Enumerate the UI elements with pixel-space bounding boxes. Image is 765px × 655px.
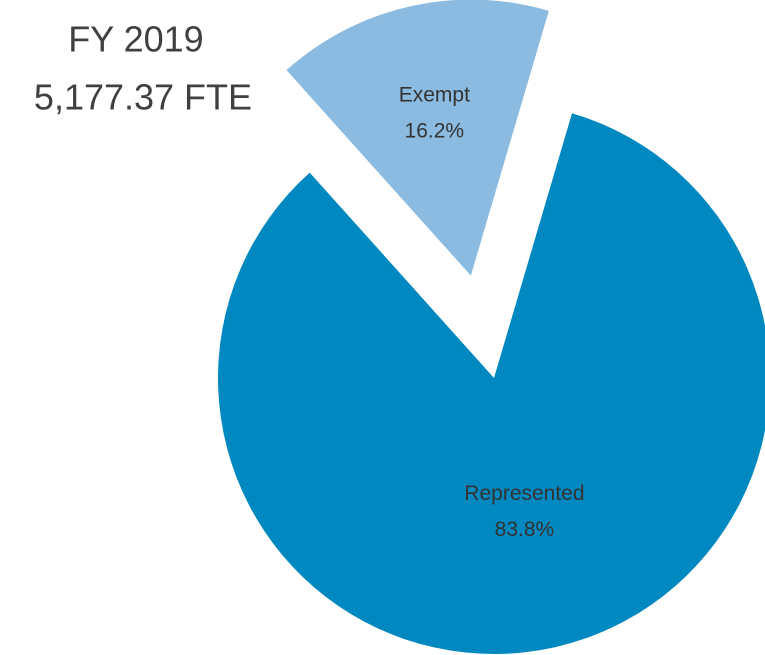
chart-subtitle: 5,177.37 FTE [34, 77, 252, 118]
slice-value: 16.2% [405, 120, 465, 143]
slice-label: Represented [464, 482, 584, 505]
slice-label: Exempt [399, 84, 470, 107]
pie-slice [286, 0, 549, 276]
chart-title: FY 2019 [68, 19, 203, 60]
slice-value: 83.8% [495, 518, 555, 541]
pie-slice [218, 113, 765, 654]
